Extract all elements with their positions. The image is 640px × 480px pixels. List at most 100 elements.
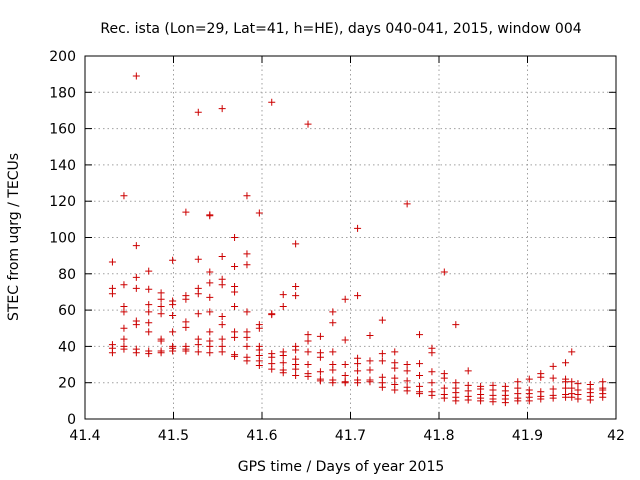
data-point [366,332,374,340]
data-point [194,310,202,318]
data-point [304,361,312,369]
data-point [304,331,312,339]
data-point [132,284,140,292]
data-point [562,378,570,386]
data-point [279,351,287,359]
data-point [132,321,140,329]
data-point [120,345,128,353]
data-point [268,353,276,361]
data-point [218,348,226,356]
data-point [416,371,424,379]
data-point [206,212,214,220]
data-point [292,240,300,248]
data-point [132,242,140,250]
y-axis-label: STEC from uqrg / TECUs [6,153,22,321]
data-point [366,357,374,365]
data-point [157,302,165,310]
grid [85,56,616,419]
y-tick-label: 60 [58,303,76,319]
data-point [292,365,300,373]
data-point [354,360,362,368]
data-point [243,357,251,365]
data-point [537,373,545,381]
data-point [120,308,128,316]
data-point [329,308,337,316]
data-point [452,321,460,329]
data-point [416,360,424,368]
y-tick-label: 180 [49,85,76,101]
data-point [292,283,300,291]
y-tick-label: 120 [49,194,76,210]
data-point [120,335,128,343]
data-point [231,234,239,241]
data-point [120,281,128,289]
axis-ticks: 41.4 41.5 41.6 41.7 41.8 41.9 42 0 20 40 60 80 100 12… [49,49,625,444]
data-point [243,250,251,258]
data-point [464,367,472,375]
data-point [206,342,214,350]
x-tick-label: 41.7 [335,428,366,444]
data-point [243,192,251,200]
data-point [194,348,202,356]
data-point [182,347,190,355]
data-point [341,361,349,369]
data-point [206,268,214,276]
data-point [549,362,557,370]
data-point [132,349,140,357]
data-point [194,290,202,298]
data-point [157,310,165,318]
data-point [169,301,177,309]
data-point [316,368,324,376]
data-point [568,378,576,386]
data-point [206,328,214,336]
data-point [316,332,324,340]
data-point [341,379,349,387]
data-point [218,253,226,261]
data-point [378,383,386,391]
data-point [304,120,312,128]
x-tick-label: 41.6 [246,428,277,444]
data-point [182,208,190,216]
y-tick-label: 160 [49,122,76,138]
data-point [145,350,153,358]
data-point [206,349,214,357]
scatter-points [108,72,607,407]
data-point [354,224,362,232]
data-point [568,393,576,401]
data-point [145,267,153,275]
data-point [231,302,239,310]
x-tick-label: 41.4 [69,428,100,444]
data-point [206,293,214,301]
data-point [329,366,337,374]
y-tick-label: 40 [58,339,76,355]
data-point [108,290,116,298]
data-point [562,384,570,392]
data-point [169,347,177,355]
data-point [514,397,522,405]
data-point [255,209,263,217]
data-point [304,348,312,356]
y-tick-label: 100 [49,231,76,247]
data-point [120,192,128,200]
data-point [108,349,116,357]
data-point [145,328,153,336]
data-point [304,337,312,345]
data-point [243,342,251,350]
data-point [268,98,276,106]
data-point [304,372,312,380]
data-point [169,312,177,320]
y-tick-label: 80 [58,267,76,283]
data-point [132,273,140,281]
data-point [341,336,349,344]
data-point [428,349,436,357]
data-point [157,349,165,357]
data-point [120,324,128,332]
data-point [243,333,251,341]
data-point [403,361,411,369]
data-point [562,359,570,367]
data-point [452,397,460,405]
data-point [132,72,140,80]
data-point [586,396,594,404]
data-point [525,375,533,383]
data-point [279,291,287,299]
